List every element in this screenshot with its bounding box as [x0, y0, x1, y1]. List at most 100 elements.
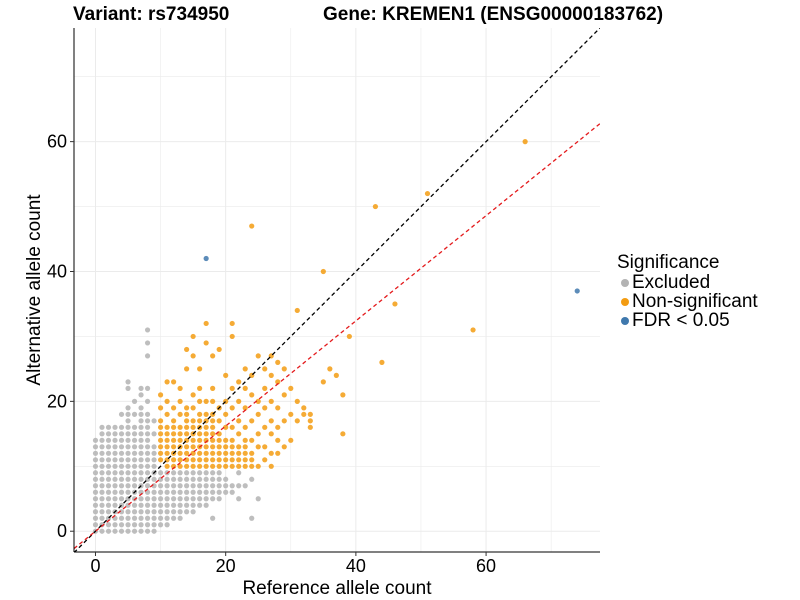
- point-nonsignificant: [249, 463, 255, 469]
- point-excluded: [118, 450, 125, 456]
- point-excluded: [144, 457, 151, 463]
- point-nonsignificant: [242, 463, 248, 469]
- legend-item-excluded: Excluded: [617, 272, 758, 293]
- point-excluded: [112, 483, 118, 489]
- point-nonsignificant: [184, 411, 190, 417]
- point-excluded: [144, 418, 151, 424]
- point-excluded: [131, 496, 138, 502]
- point-excluded: [151, 457, 157, 463]
- point-excluded: [105, 509, 112, 515]
- point-nonsignificant: [229, 444, 235, 450]
- point-excluded: [184, 509, 190, 515]
- point-excluded: [105, 463, 112, 469]
- legend-title: Significance: [617, 252, 720, 273]
- point-excluded: [144, 450, 151, 456]
- point-excluded: [131, 522, 138, 528]
- point-nonsignificant: [229, 437, 235, 443]
- point-excluded: [125, 385, 131, 391]
- point-excluded: [92, 444, 99, 450]
- point-nonsignificant: [288, 437, 294, 443]
- point-excluded: [99, 437, 105, 443]
- point-excluded: [151, 418, 157, 424]
- point-excluded: [131, 411, 138, 417]
- point-nonsignificant: [157, 431, 164, 437]
- point-excluded: [112, 528, 118, 534]
- point-nonsignificant: [262, 424, 268, 430]
- point-nonsignificant: [340, 392, 346, 398]
- point-excluded: [92, 515, 99, 521]
- point-excluded: [216, 476, 222, 482]
- point-nonsignificant: [262, 405, 268, 411]
- point-nonsignificant: [223, 411, 229, 417]
- point-nonsignificant: [171, 457, 177, 463]
- point-nonsignificant: [223, 457, 229, 463]
- point-excluded: [144, 340, 151, 346]
- point-nonsignificant: [184, 418, 190, 424]
- point-nonsignificant: [223, 450, 229, 456]
- point-excluded: [255, 496, 261, 502]
- point-excluded: [131, 476, 138, 482]
- point-excluded: [203, 476, 209, 482]
- point-nonsignificant: [177, 398, 183, 404]
- point-excluded: [144, 515, 151, 521]
- point-nonsignificant: [255, 398, 261, 404]
- x-tick-label: 0: [90, 556, 100, 576]
- point-excluded: [125, 431, 131, 437]
- point-nonsignificant: [203, 457, 209, 463]
- point-nonsignificant: [223, 437, 229, 443]
- point-excluded: [138, 392, 144, 398]
- point-nonsignificant: [242, 437, 248, 443]
- point-excluded: [197, 470, 203, 476]
- point-nonsignificant: [236, 379, 242, 385]
- point-excluded: [92, 437, 99, 443]
- point-nonsignificant: [171, 431, 177, 437]
- point-excluded: [190, 483, 196, 489]
- point-nonsignificant: [288, 411, 294, 417]
- point-excluded: [138, 515, 144, 521]
- point-excluded: [190, 470, 196, 476]
- point-nonsignificant: [216, 437, 222, 443]
- point-excluded: [92, 483, 99, 489]
- point-excluded: [190, 509, 196, 515]
- point-excluded: [144, 470, 151, 476]
- point-nonsignificant: [164, 411, 170, 417]
- point-excluded: [99, 463, 105, 469]
- point-nonsignificant: [242, 444, 248, 450]
- point-nonsignificant: [171, 424, 177, 430]
- point-excluded: [131, 528, 138, 534]
- point-nonsignificant: [164, 398, 170, 404]
- point-excluded: [138, 470, 144, 476]
- point-excluded: [157, 470, 164, 476]
- point-nonsignificant: [216, 418, 222, 424]
- point-nonsignificant: [320, 268, 326, 275]
- point-excluded: [151, 463, 157, 469]
- point-excluded: [125, 515, 131, 521]
- point-excluded: [144, 444, 151, 450]
- point-nonsignificant: [236, 418, 242, 424]
- point-excluded: [92, 489, 99, 495]
- point-excluded: [184, 496, 190, 502]
- point-nonsignificant: [249, 223, 255, 229]
- point-excluded: [112, 470, 118, 476]
- point-nonsignificant: [249, 437, 255, 443]
- point-excluded: [210, 515, 216, 521]
- point-nonsignificant: [249, 392, 255, 398]
- point-excluded: [197, 476, 203, 482]
- point-excluded: [177, 496, 183, 502]
- point-excluded: [249, 515, 255, 521]
- point-nonsignificant: [379, 359, 385, 365]
- point-nonsignificant: [268, 450, 274, 456]
- point-excluded: [131, 444, 138, 450]
- point-nonsignificant: [307, 411, 313, 417]
- point-nonsignificant: [184, 424, 190, 430]
- point-nonsignificant: [184, 450, 190, 456]
- point-excluded: [216, 489, 222, 495]
- point-excluded: [118, 444, 125, 450]
- point-nonsignificant: [157, 444, 164, 450]
- point-nonsignificant: [177, 424, 183, 430]
- point-nonsignificant: [294, 307, 300, 314]
- variant-title: Variant: rs734950: [73, 4, 230, 25]
- point-excluded: [99, 470, 105, 476]
- point-nonsignificant: [190, 392, 196, 398]
